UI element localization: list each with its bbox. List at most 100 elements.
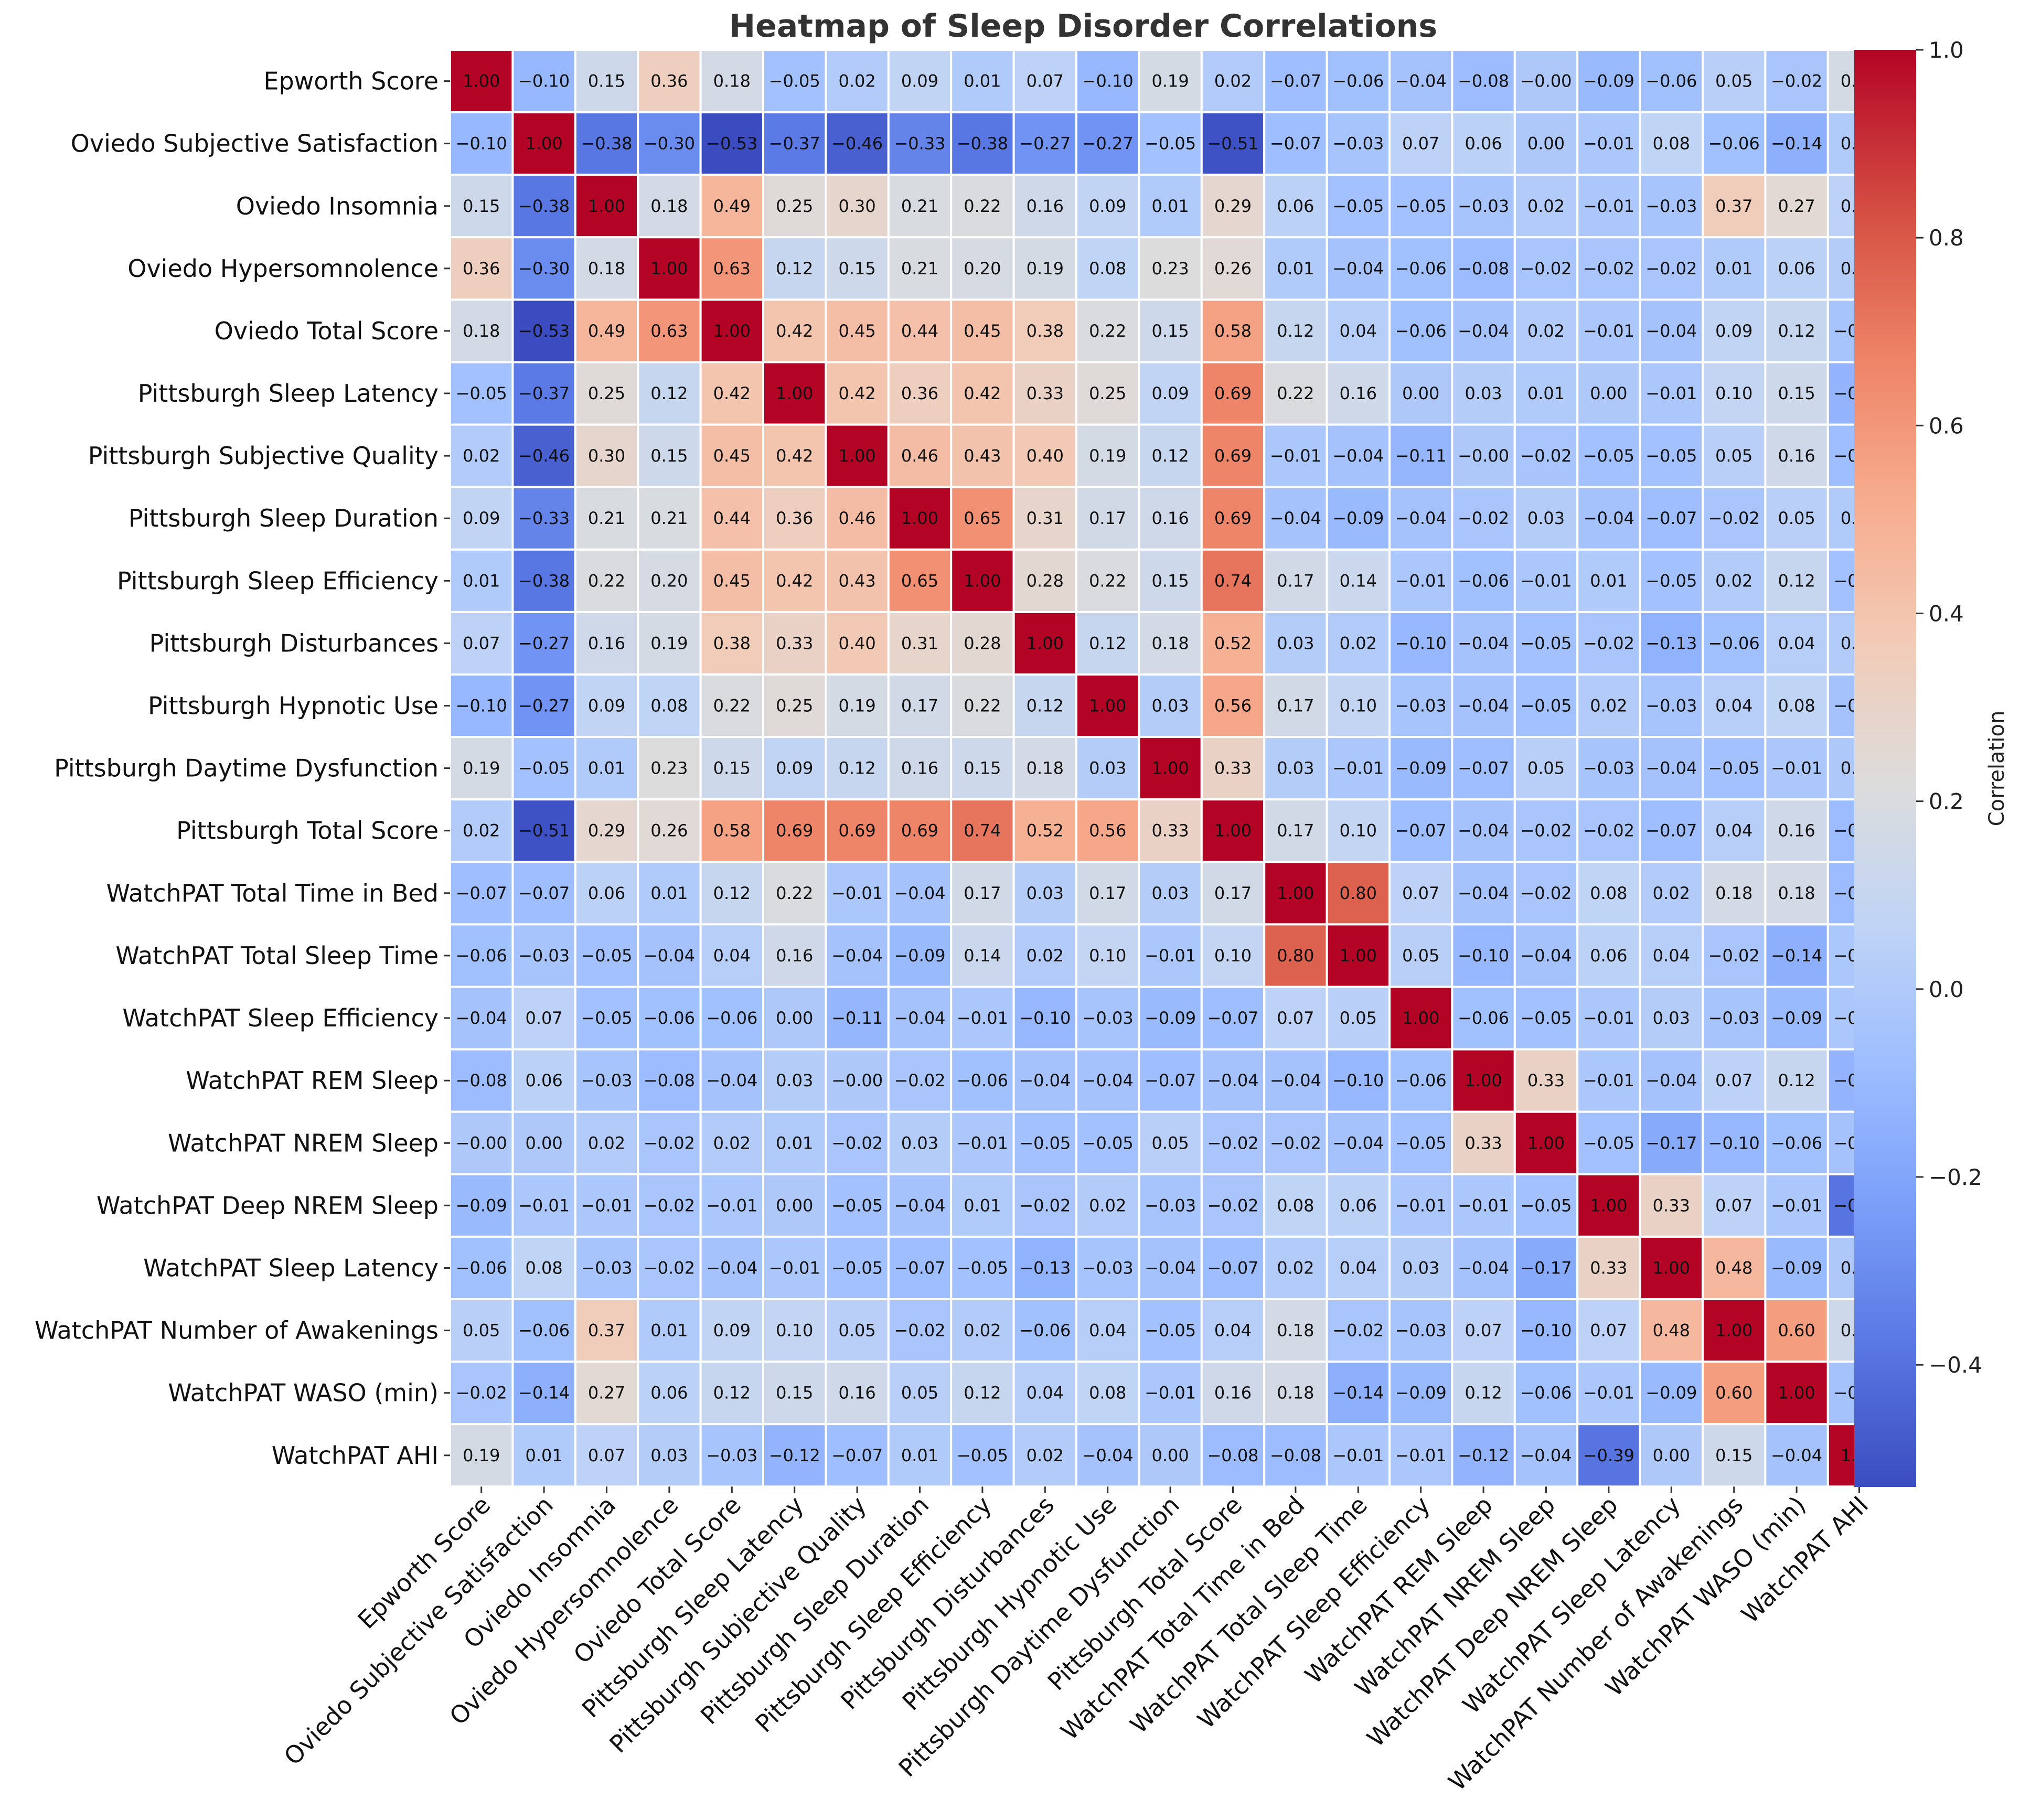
heatmap-cell [825, 861, 890, 926]
heatmap-cell [1388, 111, 1453, 176]
cell-value-label: 0.31 [1027, 508, 1064, 528]
cell-value-label: −0.05 [456, 383, 507, 403]
cell-value-label: 0.01 [1715, 259, 1752, 279]
cell-value-label: −0.10 [1019, 1008, 1071, 1028]
cell-value-label: 0.02 [1653, 883, 1690, 903]
cell-value-label: −0.01 [831, 883, 883, 903]
cell-value-label: −0.05 [1145, 134, 1196, 154]
heatmap-cell [1012, 1298, 1077, 1363]
cell-value-label: −0.05 [1145, 1321, 1196, 1341]
heatmap-cell [637, 1423, 702, 1488]
cell-value-label: 0.00 [525, 1133, 562, 1153]
cell-value-label: 0.16 [1778, 821, 1815, 841]
cell-value-label: 0.15 [1151, 571, 1189, 591]
heatmap-cell [1263, 1235, 1328, 1300]
cell-value-label: −0.39 [1583, 1446, 1634, 1465]
cell-value-label: −0.01 [1645, 383, 1697, 403]
heatmap-cell [1576, 174, 1641, 239]
cell-value-label: 0.15 [463, 196, 500, 216]
heatmap-cell [1451, 298, 1516, 363]
heatmap-cell [1138, 1173, 1203, 1238]
row-label: WatchPAT Sleep Efficiency [122, 1004, 439, 1032]
cell-value-label: 0.10 [1340, 696, 1377, 716]
cell-value-label: 0.12 [1778, 321, 1815, 341]
cell-value-label: 0.03 [1027, 883, 1064, 903]
cell-value-label: −0.05 [1395, 1133, 1447, 1153]
heatmap-cell [1200, 361, 1266, 426]
cell-value-label: 0.12 [1778, 1070, 1815, 1090]
heatmap-cell [1639, 611, 1704, 676]
cell-value-label: −0.04 [1145, 1258, 1196, 1278]
cell-value-label: 0.00 [1590, 383, 1627, 403]
cell-value-label: 0.07 [1027, 71, 1064, 91]
cell-value-label: 0.01 [650, 1321, 688, 1341]
cell-value-label: 0.33 [1590, 1258, 1627, 1278]
cell-value-label: 0.17 [901, 696, 938, 716]
cell-value-label: 0.26 [1214, 259, 1252, 279]
cell-value-label: 0.14 [1340, 571, 1377, 591]
cell-value-label: −0.06 [957, 1070, 1008, 1090]
heatmap-cell [449, 673, 514, 738]
heatmap-cell [1075, 361, 1140, 426]
cell-value-label: −0.01 [581, 1195, 632, 1215]
cell-value-label: 0.09 [776, 758, 813, 778]
heatmap-cell [1138, 1048, 1203, 1113]
cell-value-label: −0.33 [894, 134, 945, 154]
heatmap-cell [1764, 423, 1829, 488]
cell-value-label: 0.69 [1214, 508, 1252, 528]
heatmap-cell [449, 111, 514, 176]
heatmap-cell [699, 548, 764, 613]
heatmap-cell [950, 1235, 1015, 1300]
cell-value-label: −0.04 [1270, 508, 1321, 528]
heatmap-cell [699, 1235, 764, 1300]
heatmap-cell [1075, 798, 1140, 863]
cell-value-label: 0.25 [776, 196, 813, 216]
cell-value-label: −0.02 [894, 1070, 945, 1090]
cell-value-label: −0.01 [1583, 1070, 1634, 1090]
cell-value-label: 0.27 [1778, 196, 1815, 216]
heatmap-cell [1513, 1173, 1579, 1238]
chart-title: Heatmap of Sleep Disorder Correlations [729, 8, 1437, 45]
heatmap-cell [762, 423, 827, 488]
cell-value-label: 0.12 [776, 259, 813, 279]
heatmap-cell [1639, 236, 1704, 301]
cell-value-label: 0.17 [1089, 883, 1126, 903]
heatmap-cell [1075, 548, 1140, 613]
cell-value-label: 0.06 [1778, 259, 1815, 279]
heatmap-cell [1388, 986, 1453, 1051]
cell-value-label: 0.40 [1027, 446, 1064, 466]
cell-value-label: 0.02 [713, 1133, 751, 1153]
heatmap-cell [1639, 986, 1704, 1051]
cell-value-label: −0.02 [1520, 259, 1572, 279]
cell-value-label: −0.06 [1395, 1070, 1447, 1090]
heatmap-cell [1388, 1423, 1453, 1488]
cell-value-label: −0.06 [1019, 1321, 1071, 1341]
cell-value-label: 0.69 [838, 821, 875, 841]
cell-value-label: 0.58 [1214, 321, 1252, 341]
cell-value-label: 0.23 [650, 758, 688, 778]
heatmap-cell [1451, 923, 1516, 988]
heatmap-cell [1263, 1048, 1328, 1113]
cell-value-label: −0.06 [1645, 71, 1697, 91]
heatmap-cell [1451, 986, 1516, 1051]
cell-value-label: 0.33 [1465, 1133, 1502, 1153]
cell-value-label: −0.11 [1395, 446, 1447, 466]
heatmap-cell [1513, 798, 1579, 863]
heatmap-cell [637, 1298, 702, 1363]
cell-value-label: −0.01 [1583, 321, 1634, 341]
cell-value-label: 0.06 [525, 1070, 562, 1090]
heatmap-cell [511, 673, 576, 738]
cell-value-label: 0.03 [1527, 508, 1565, 528]
row-label: Oviedo Total Score [215, 317, 439, 345]
heatmap-cell [887, 1048, 953, 1113]
heatmap-cell [1388, 1361, 1453, 1426]
heatmap-cell [637, 1048, 702, 1113]
cell-value-label: 0.07 [1465, 1321, 1502, 1341]
cell-value-label: −0.01 [957, 1008, 1008, 1028]
cell-value-label: 0.42 [776, 321, 813, 341]
heatmap-cell [1138, 49, 1203, 114]
cell-value-label: 0.12 [713, 1383, 751, 1403]
cell-value-label: 0.43 [838, 571, 875, 591]
cell-value-label: −0.10 [456, 134, 507, 154]
cell-value-label: −0.17 [1645, 1133, 1697, 1153]
